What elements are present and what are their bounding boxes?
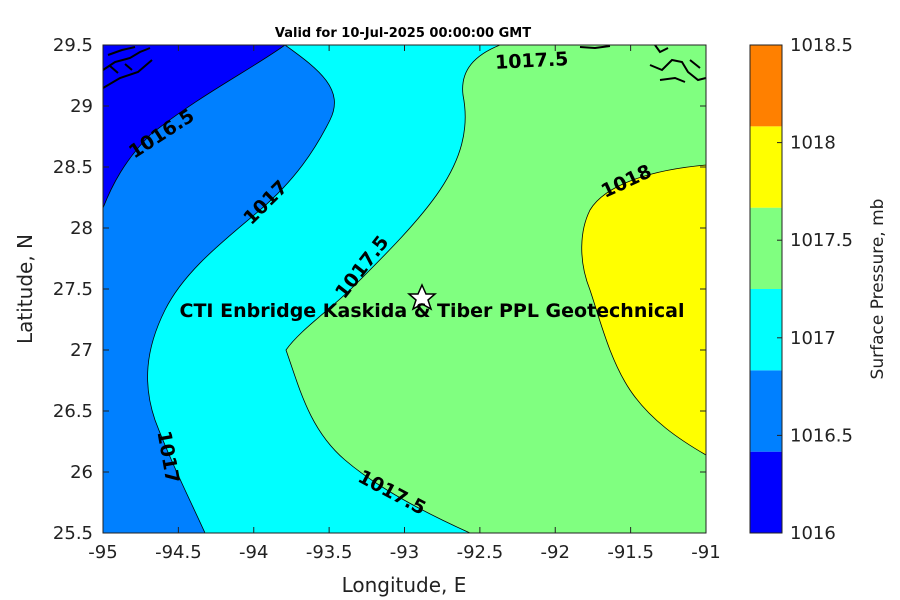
coastline-east: [579, 45, 706, 83]
colorbar-segment: [750, 126, 782, 208]
colorbar-tick-label: 1018.5: [790, 35, 853, 56]
site-star-icon: [406, 283, 438, 311]
site-label: CTI Enbridge Kaskida & Tiber PPL Geotech…: [180, 300, 685, 322]
band-1016-1016.5: [103, 45, 286, 209]
x-tick-label: -91: [691, 542, 720, 563]
colorbar-segment: [750, 207, 782, 289]
y-axis-label: Latitude, N: [13, 234, 37, 344]
colorbar-tick-label: 1018: [790, 133, 836, 154]
coastline-west: [103, 46, 153, 89]
x-axis-ticks: -95 -94.5 -94 -93.5 -93 -92.5 -92 -91.5 -91: [88, 45, 721, 563]
x-tick-label: -95: [88, 542, 117, 563]
colorbar-tick-label: 1017: [790, 328, 836, 349]
x-tick-label: -91.5: [607, 542, 654, 563]
colorbar-segment: [750, 451, 782, 533]
colorbar: 1018.5 1018 1017.5 1017 1016.5 1016: [749, 35, 853, 544]
y-tick-label: 29: [70, 96, 93, 117]
colorbar-segment: [750, 370, 782, 452]
y-tick-label: 27.5: [53, 279, 93, 300]
band-1017.5-1018: [285, 45, 706, 533]
contour-label: 1017.5: [494, 48, 568, 74]
y-tick-label: 26.5: [53, 401, 93, 422]
y-tick-label: 29.5: [53, 35, 93, 56]
y-tick-label: 25.5: [53, 523, 93, 544]
colorbar-frame: [749, 44, 783, 534]
x-axis-label: Longitude, E: [342, 573, 467, 597]
colorbar-tick-label: 1016: [790, 523, 836, 544]
x-tick-label: -92.5: [457, 542, 504, 563]
x-tick-label: -93: [390, 542, 419, 563]
y-tick-label: 28.5: [53, 157, 93, 178]
colorbar-segment: [750, 45, 782, 127]
contour-fill-area: 1016.5 1017 1017.5 1018 1017 1017.5 1017…: [103, 45, 706, 533]
x-tick-label: -94: [239, 542, 268, 563]
colorbar-label: Surface Pressure, mb: [868, 199, 888, 380]
band-1018-1018.5: [581, 164, 706, 456]
x-tick-label: -93.5: [306, 542, 353, 563]
colorbar-segment: [750, 289, 782, 371]
y-tick-label: 27: [70, 340, 93, 361]
map-title: Valid for 10-Jul-2025 00:00:00 GMT: [275, 26, 531, 41]
x-tick-label: -92: [541, 542, 570, 563]
colorbar-tick-label: 1016.5: [790, 425, 853, 446]
colorbar-tick-label: 1017.5: [790, 230, 853, 251]
y-tick-label: 28: [70, 218, 93, 239]
y-tick-label: 26: [70, 462, 93, 483]
x-tick-label: -94.5: [155, 542, 202, 563]
y-axis-ticks: 29.5 29 28.5 28 27.5 27 26.5 26 25.5: [53, 35, 706, 544]
